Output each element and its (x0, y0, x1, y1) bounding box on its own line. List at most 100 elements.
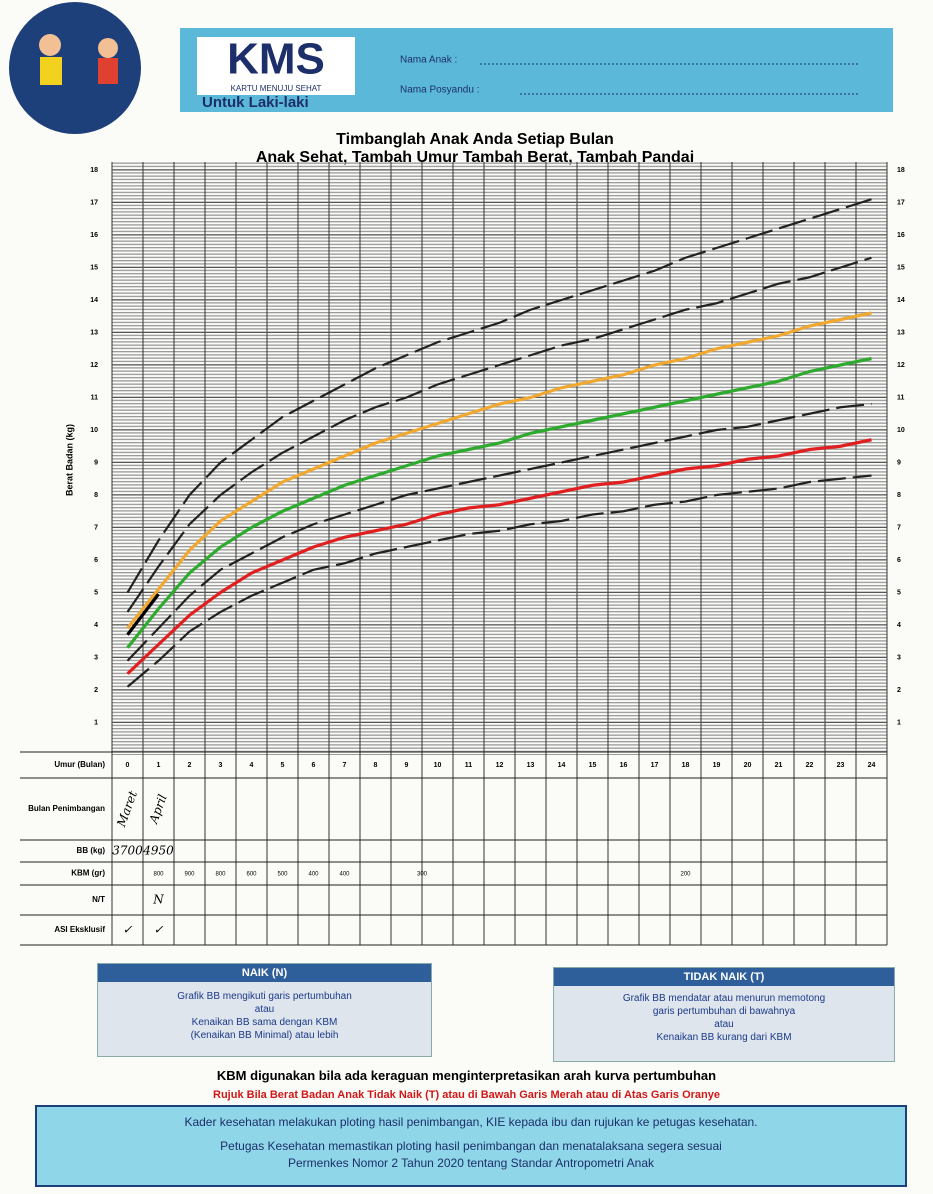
y-tick-label: 8 (897, 492, 901, 499)
y-tick-label: 16 (897, 232, 905, 239)
y-tick-label: 9 (94, 459, 98, 466)
box-line: Grafik BB mendatar atau menurun memotong (554, 992, 894, 1005)
month-label: 17 (651, 762, 659, 769)
month-label: 9 (405, 762, 409, 769)
checkmark: ✓ (122, 923, 132, 937)
box-line: garis pertumbuhan di bawahnya (554, 1005, 894, 1018)
gender: Untuk Laki-laki (202, 94, 309, 111)
box-line: (Kenaikan BB Minimal) atau lebih (98, 1029, 431, 1042)
y-tick-label: 16 (90, 232, 98, 239)
box-line: Grafik BB mengikuti garis pertumbuhan (98, 990, 431, 1003)
month-label: 8 (374, 762, 378, 769)
y-tick-label: 8 (94, 492, 98, 499)
row-label: Bulan Penimbangan (28, 804, 105, 813)
y-tick-label: 13 (897, 329, 905, 336)
logo-subtitle: KARTU MENUJU SEHAT (231, 84, 322, 93)
y-tick-label: 3 (94, 654, 98, 661)
page: KMS KARTU MENUJU SEHAT Untuk Laki-laki N… (0, 0, 933, 1194)
y-tick-label: 15 (897, 264, 905, 271)
y-tick-label: 12 (897, 362, 905, 369)
y-tick-label: 5 (897, 589, 901, 596)
footer-line: Permenkes Nomor 2 Tahun 2020 tentang Sta… (37, 1156, 905, 1170)
y-tick-label: 2 (897, 687, 901, 694)
plot-area (112, 162, 887, 755)
month-label: 22 (806, 762, 814, 769)
child-icon (98, 38, 118, 58)
y-tick-label: 1 (897, 719, 901, 726)
footer-box: Kader kesehatan melakukan ploting hasil … (35, 1105, 907, 1187)
chart-title: Timbanglah Anak Anda Setiap Bulan (336, 131, 614, 148)
month-label: 2 (188, 762, 192, 769)
warning: Rujuk Bila Berat Badan Anak Tidak Naik (… (0, 1089, 933, 1101)
y-tick-label: 9 (897, 459, 901, 466)
y-tick-label: 17 (90, 199, 98, 206)
kbm-value: 400 (339, 872, 350, 878)
kbm-value: 900 (184, 872, 195, 878)
handwritten-month: April (146, 792, 170, 826)
y-tick-label: 1 (94, 719, 98, 726)
month-label: 10 (434, 762, 442, 769)
y-tick-label: 7 (897, 524, 901, 531)
logo-circle (9, 2, 141, 134)
month-label: 18 (682, 762, 690, 769)
month-label: 12 (496, 762, 504, 769)
y-tick-label: 3 (897, 654, 901, 661)
kbm-value: 800 (215, 872, 226, 878)
child-icon (39, 34, 61, 56)
handwritten-weight: 3700 (112, 844, 143, 858)
row-label: KBM (gr) (71, 869, 105, 878)
footer-line: Petugas Kesehatan memastikan ploting has… (37, 1139, 905, 1153)
box-line: Kenaikan BB kurang dari KBM (554, 1031, 894, 1044)
month-label: 6 (312, 762, 316, 769)
note: KBM digunakan bila ada keraguan menginte… (0, 1068, 933, 1083)
checkmark: ✓ (153, 923, 163, 937)
y-tick-label: 10 (90, 427, 98, 434)
month-label: 24 (868, 762, 876, 769)
y-tick-label: 12 (90, 362, 98, 369)
row-label: ASI Eksklusif (54, 925, 105, 934)
month-label: 23 (837, 762, 845, 769)
month-label: 11 (465, 762, 473, 769)
y-tick-label: 14 (90, 297, 98, 304)
field-label: Nama Anak : (400, 55, 457, 66)
y-tick-label: 6 (94, 557, 98, 564)
month-label: 3 (219, 762, 223, 769)
y-tick-label: 18 (90, 167, 98, 174)
kbm-value: 300 (417, 872, 428, 878)
y-tick-label: 11 (91, 394, 99, 401)
month-label: 5 (281, 762, 285, 769)
y-tick-label: 13 (90, 329, 98, 336)
month-label: 19 (713, 762, 721, 769)
y-tick-label: 14 (897, 297, 905, 304)
y-tick-label: 10 (897, 427, 905, 434)
naik-box: NAIK (N) Grafik BB mengikuti garis pertu… (97, 963, 432, 1057)
tidak-naik-box: TIDAK NAIK (T) Grafik BB mendatar atau m… (553, 967, 895, 1062)
kbm-value: 400 (308, 872, 319, 878)
logo-text: KMS (227, 35, 325, 84)
month-label: 4 (250, 762, 254, 769)
month-label: 16 (620, 762, 628, 769)
x-axis-label: Umur (Bulan) (54, 760, 105, 769)
kbm-value: 200 (680, 872, 691, 878)
y-tick-label: 7 (94, 524, 98, 531)
box-line: Kenaikan BB sama dengan KBM (98, 1016, 431, 1029)
y-tick-label: 18 (897, 167, 905, 174)
month-label: 20 (744, 762, 752, 769)
box-line: atau (554, 1018, 894, 1031)
handwritten-weight: 4950 (142, 844, 174, 858)
y-tick-label: 6 (897, 557, 901, 564)
kbm-value: 800 (153, 872, 164, 878)
y-tick-label: 15 (90, 264, 98, 271)
kms-card: KMS KARTU MENUJU SEHAT Untuk Laki-laki N… (0, 0, 933, 960)
kbm-value: 500 (277, 872, 288, 878)
y-tick-label: 4 (897, 622, 901, 629)
month-label: 14 (558, 762, 566, 769)
y-tick-label: 4 (94, 622, 98, 629)
y-tick-label: 11 (897, 394, 905, 401)
kbm-value: 600 (246, 872, 257, 878)
month-label: 7 (343, 762, 347, 769)
y-axis-label: Berat Badan (kg) (64, 424, 74, 496)
child-icon (40, 57, 62, 85)
field-label: Nama Posyandu : (400, 85, 480, 96)
